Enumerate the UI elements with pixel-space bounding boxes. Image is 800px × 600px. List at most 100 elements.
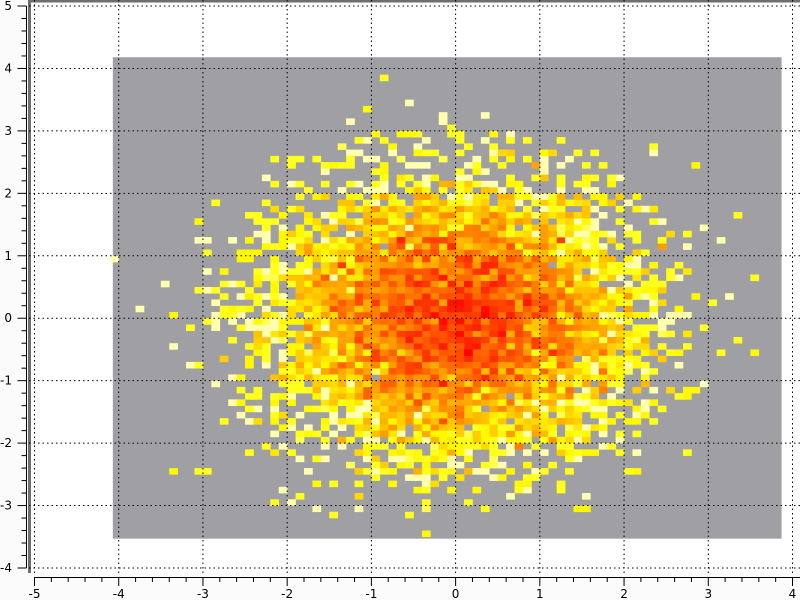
heatmap-bin: [565, 374, 574, 381]
heatmap-bin: [438, 336, 448, 344]
heatmap-bin: [304, 230, 313, 238]
heatmap-bin: [219, 268, 229, 275]
heatmap-bin: [607, 199, 616, 207]
heatmap-bin: [421, 468, 431, 475]
heatmap-bin: [447, 418, 456, 425]
heatmap-bin: [396, 262, 406, 269]
heatmap-bin: [396, 449, 406, 456]
heatmap-bin: [581, 249, 591, 257]
heatmap-bin: [337, 299, 347, 307]
heatmap-bin: [413, 180, 423, 188]
heatmap-bin: [472, 355, 482, 363]
heatmap-bin: [371, 361, 381, 369]
heatmap-bin: [522, 361, 532, 369]
heatmap-bin: [371, 399, 381, 406]
heatmap-bin: [312, 380, 322, 388]
heatmap-bin: [287, 399, 296, 406]
heatmap-bin: [329, 511, 338, 519]
heatmap-bin: [270, 418, 280, 425]
heatmap-bin: [666, 349, 675, 356]
heatmap-bin: [396, 430, 406, 438]
heatmap-bin: [489, 318, 499, 325]
heatmap-bin: [598, 411, 608, 419]
heatmap-bin: [657, 324, 667, 332]
heatmap-bin: [624, 336, 633, 344]
heatmap-bin: [581, 299, 591, 307]
heatmap-bin: [236, 311, 246, 319]
heatmap-bin: [329, 411, 338, 419]
heatmap-bin: [514, 218, 524, 225]
heatmap-bin: [565, 299, 574, 307]
heatmap-bin: [287, 368, 296, 375]
heatmap-bin: [497, 349, 507, 356]
heatmap-bin: [497, 336, 507, 344]
heatmap-bin: [522, 287, 532, 294]
heatmap-bin: [388, 237, 397, 244]
heatmap-bin: [396, 205, 406, 213]
heatmap-bin: [346, 155, 355, 163]
heatmap-bin: [295, 243, 305, 250]
heatmap-bin: [455, 386, 465, 394]
heatmap-bin: [598, 230, 608, 238]
heatmap-bin: [388, 243, 397, 250]
heatmap-bin: [430, 249, 440, 257]
heatmap-bin: [219, 355, 229, 363]
heatmap-bin: [362, 330, 372, 338]
heatmap-bin: [295, 330, 305, 338]
heatmap-bin: [186, 361, 195, 369]
heatmap-bin: [396, 305, 406, 313]
heatmap-bin: [438, 199, 448, 207]
heatmap-bin: [413, 143, 423, 150]
heatmap-bin: [312, 349, 322, 356]
heatmap-bin: [590, 393, 600, 400]
heatmap-bin: [472, 380, 482, 388]
heatmap-bin: [699, 224, 709, 232]
heatmap-bin: [261, 343, 271, 350]
heatmap-bin: [354, 262, 364, 269]
heatmap-bin: [506, 137, 515, 144]
heatmap-bin: [346, 318, 355, 325]
heatmap-bin: [480, 224, 490, 232]
heatmap-bin: [245, 318, 254, 325]
heatmap-bin: [581, 305, 591, 313]
heatmap-bin: [480, 318, 490, 325]
heatmap-bin: [405, 230, 414, 238]
heatmap-bin: [413, 386, 423, 394]
heatmap-bin: [565, 318, 574, 325]
heatmap-bin: [320, 343, 330, 350]
heatmap-bin: [489, 287, 499, 294]
heatmap-bin: [253, 218, 263, 225]
heatmap-bin: [674, 361, 684, 369]
heatmap-bin: [480, 268, 490, 275]
heatmap-bin: [581, 293, 591, 300]
heatmap-bin: [438, 380, 448, 388]
heatmap-bin: [480, 299, 490, 307]
heatmap-bin: [329, 405, 338, 413]
heatmap-bin: [565, 230, 574, 238]
heatmap-bin: [396, 293, 406, 300]
heatmap-bin: [396, 155, 406, 163]
heatmap-bin: [548, 336, 557, 344]
heatmap-bin: [581, 343, 591, 350]
heatmap-bin: [514, 243, 524, 250]
heatmap-bin: [522, 268, 532, 275]
heatmap-bin: [624, 287, 633, 294]
heatmap-bin: [556, 305, 566, 313]
heatmap-bin: [337, 212, 347, 219]
heatmap-bin: [320, 193, 330, 200]
heatmap-bin: [598, 162, 608, 169]
heatmap-bin: [455, 380, 465, 388]
heatmap-bin: [464, 449, 473, 456]
heatmap-bin: [354, 249, 364, 257]
heatmap-bin: [379, 268, 389, 275]
heatmap-bin: [430, 324, 440, 332]
heatmap-bin: [489, 474, 499, 481]
heatmap-bin: [346, 355, 355, 363]
heatmap-bin: [329, 318, 338, 325]
heatmap-bin: [556, 224, 566, 232]
heatmap-bin: [329, 380, 338, 388]
heatmap-bin: [590, 193, 600, 200]
heatmap-bin: [379, 255, 389, 263]
heatmap-bin: [346, 399, 355, 406]
heatmap-bin: [354, 386, 364, 394]
